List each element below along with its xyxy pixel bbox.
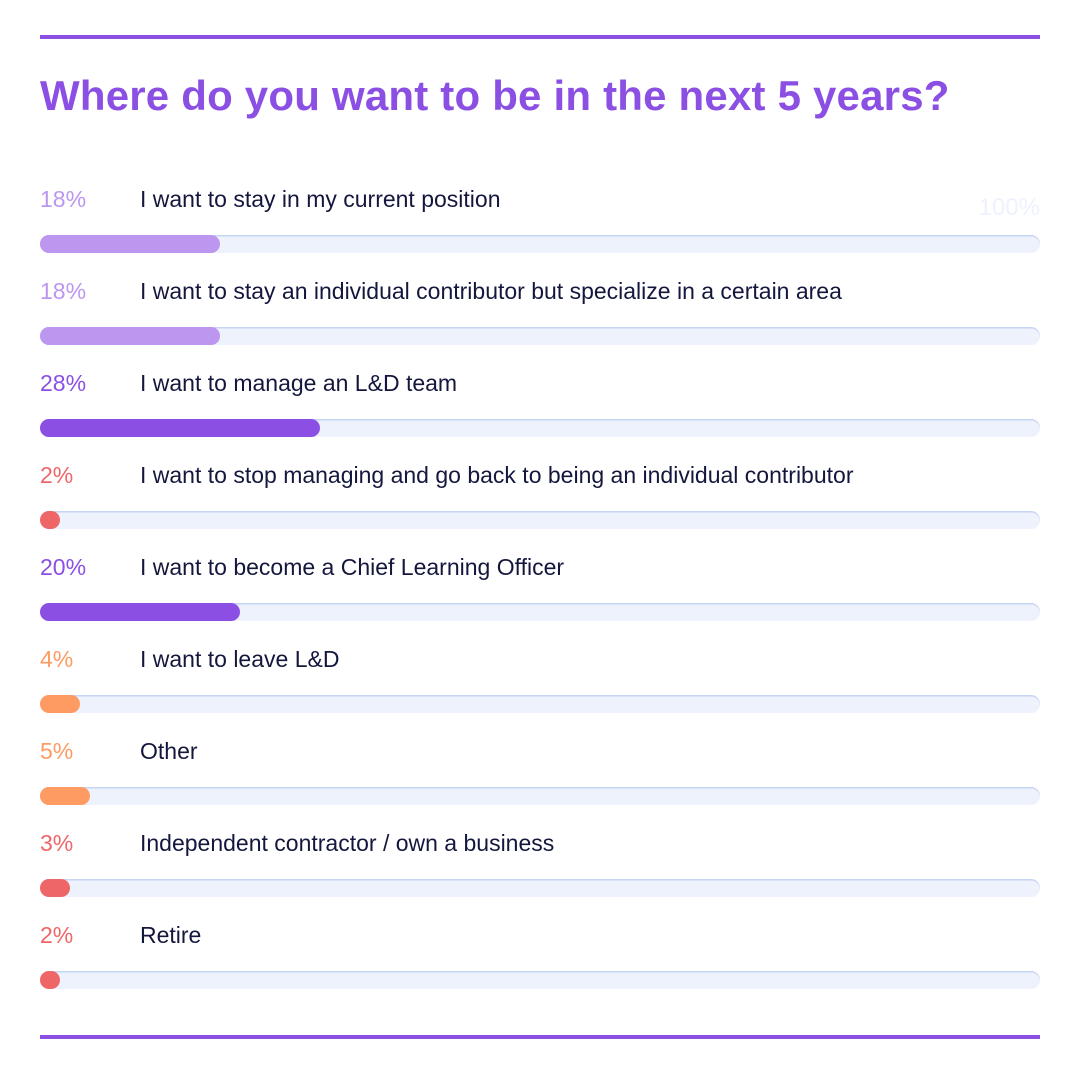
bar-row: 4% I want to leave L&D bbox=[40, 644, 1040, 736]
bar-track bbox=[40, 879, 1040, 897]
bar-label: I want to stay in my current position bbox=[140, 186, 501, 212]
bar-label: Other bbox=[140, 738, 198, 764]
bar-label: I want to become a Chief Learning Office… bbox=[140, 554, 565, 580]
bar-track bbox=[40, 787, 1040, 805]
bar-track bbox=[40, 235, 1040, 253]
bar-row: 18% I want to stay an individual contrib… bbox=[40, 276, 1040, 368]
bar-percent: 5% bbox=[40, 738, 74, 764]
bottom-divider bbox=[40, 1035, 1040, 1039]
bar-row: 5% Other bbox=[40, 736, 1040, 828]
bar-fill bbox=[40, 603, 240, 621]
bar-percent: 18% bbox=[40, 278, 87, 304]
bar-label: Independent contractor / own a business bbox=[140, 830, 555, 856]
bar-track bbox=[40, 327, 1040, 345]
bar-track bbox=[40, 603, 1040, 621]
bar-percent: 20% bbox=[40, 554, 87, 580]
bar-label: I want to stay an individual contributor… bbox=[140, 278, 842, 304]
top-divider bbox=[40, 35, 1040, 39]
bar-row: 20% I want to become a Chief Learning Of… bbox=[40, 552, 1040, 644]
bar-label: I want to leave L&D bbox=[140, 646, 340, 672]
bar-percent: 28% bbox=[40, 370, 87, 396]
bar-track bbox=[40, 971, 1040, 989]
bar-fill bbox=[40, 327, 220, 345]
scale-max-label: 100% bbox=[978, 194, 1040, 221]
bar-label: I want to manage an L&D team bbox=[140, 370, 458, 396]
bar-fill bbox=[40, 511, 60, 529]
bar-fill bbox=[40, 695, 80, 713]
bar-fill bbox=[40, 879, 70, 897]
bar-percent: 2% bbox=[40, 922, 74, 948]
bar-row: 18% I want to stay in my current positio… bbox=[40, 184, 1040, 276]
bar-fill bbox=[40, 235, 220, 253]
bar-fill bbox=[40, 419, 320, 437]
bar-label: Retire bbox=[140, 922, 202, 948]
bar-track bbox=[40, 511, 1040, 529]
chart-title: Where do you want to be in the next 5 ye… bbox=[40, 72, 950, 119]
bar-percent: 3% bbox=[40, 830, 74, 856]
bar-row: 3% Independent contractor / own a busine… bbox=[40, 828, 1040, 920]
bar-row: 28% I want to manage an L&D team bbox=[40, 368, 1040, 460]
bar-track bbox=[40, 695, 1040, 713]
bar-row: 2% I want to stop managing and go back t… bbox=[40, 460, 1040, 552]
bar-percent: 18% bbox=[40, 186, 87, 212]
bar-percent: 4% bbox=[40, 646, 74, 672]
bar-fill bbox=[40, 971, 60, 989]
bar-track bbox=[40, 419, 1040, 437]
bar-fill bbox=[40, 787, 90, 805]
bar-list: 18% I want to stay in my current positio… bbox=[40, 184, 1040, 1012]
bar-label: I want to stop managing and go back to b… bbox=[140, 462, 854, 488]
bar-percent: 2% bbox=[40, 462, 74, 488]
bar-row: 2% Retire bbox=[40, 920, 1040, 1012]
